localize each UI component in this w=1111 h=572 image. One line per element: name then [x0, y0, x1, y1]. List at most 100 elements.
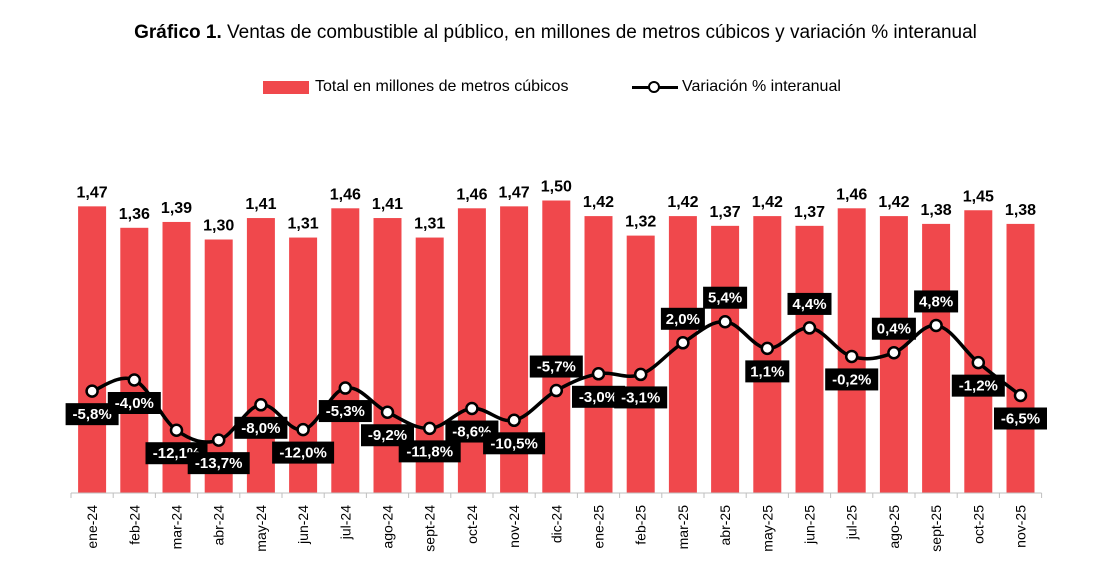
- legend-bar-swatch: [263, 80, 309, 94]
- line-value-label-text: -5,8%: [73, 406, 112, 423]
- line-value-label: 2,0%: [660, 307, 705, 330]
- line-value-label-text: 5,4%: [708, 290, 742, 307]
- line-value-label: -3,1%: [614, 386, 668, 409]
- line-value-label-text: -0,2%: [832, 371, 871, 388]
- x-tick-label: abr-25: [717, 505, 733, 546]
- bar-value-label: 1,37: [710, 204, 741, 221]
- line-value-label: -10,5%: [483, 432, 546, 455]
- line-point-nov-25: [1013, 388, 1028, 403]
- bar-value-label: 1,31: [288, 216, 319, 233]
- line-point-jul-25: [844, 349, 859, 364]
- x-tick-label: may-25: [759, 505, 775, 552]
- bar-nov-25: [1006, 223, 1035, 493]
- line-point-ene-25: [591, 367, 606, 381]
- x-tick-label: oct-24: [464, 505, 480, 544]
- bar-value-label: 1,42: [752, 194, 783, 211]
- chart-title: Gráfico 1. Ventas de combustible al públ…: [0, 22, 1111, 44]
- bars-layer: [78, 200, 1035, 494]
- bar-value-label: 1,46: [330, 186, 361, 203]
- bar-value-label: 1,42: [583, 194, 614, 211]
- line-value-label: -5,7%: [529, 355, 583, 378]
- line-value-label: -5,3%: [318, 400, 372, 423]
- line-value-label-box: [994, 407, 1047, 430]
- line-value-label: -3,0%: [572, 385, 625, 408]
- x-axis: ene-24 feb-24 mar-24 abr-24 may-24 jun-24 jul-…: [70, 492, 1043, 552]
- line-point-feb-24: [127, 373, 142, 387]
- line-value-label-box: [660, 307, 705, 330]
- line-value-label-box: [187, 452, 250, 475]
- line-point-dic-24: [549, 383, 564, 398]
- x-tick-label: ago-25: [886, 505, 902, 549]
- line-point-may-24: [254, 398, 268, 412]
- line-value-label-box: [787, 292, 832, 315]
- x-tick-label: may-24: [253, 505, 269, 552]
- bar-feb-24: [120, 227, 149, 494]
- chart-title-prefix: Gráfico 1.: [134, 22, 222, 43]
- line-value-label-box: [398, 440, 461, 463]
- bar-may-24: [246, 218, 275, 494]
- line-value-label-box: [614, 386, 668, 409]
- chart-legend: Total en millones de metros cúbicos Vari…: [0, 78, 1111, 100]
- line-value-label: -6,5%: [994, 407, 1047, 430]
- x-tick-label: jul-25: [844, 505, 860, 540]
- line-value-label-text: -12,0%: [279, 445, 327, 462]
- line-value-label-text: -6,5%: [1001, 411, 1040, 428]
- bar-mar-25: [668, 216, 697, 493]
- x-tick-label: feb-24: [126, 505, 142, 545]
- line-value-label-box: [234, 416, 288, 439]
- line-point-ago-25: [887, 345, 901, 360]
- line-value-label-text: 4,4%: [792, 296, 826, 313]
- bar-value-label: 1,47: [77, 184, 108, 201]
- bar-abr-24: [204, 239, 233, 493]
- bar-value-label: 1,30: [203, 218, 234, 235]
- line-value-label-box: [825, 368, 879, 391]
- bar-value-label: 1,37: [794, 204, 825, 221]
- legend-item-bars: Total en millones de metros cúbicos: [263, 78, 568, 96]
- line-value-label-text: -10,5%: [490, 435, 538, 452]
- line-value-label-box: [107, 392, 161, 414]
- line-point-ago-24: [380, 405, 395, 419]
- line-value-label-text: 1,1%: [750, 363, 784, 380]
- bar-value-label: 1,42: [667, 194, 698, 211]
- bar-jun-25: [795, 225, 824, 493]
- bar-labels-layer: 1,47 1,36 1,39 1,30 1,41 1,31 1,46 1,41 1,31 1,46…: [77, 179, 1037, 235]
- point-labels-layer: -5,8%-4,0%-12,1%-13,7%-8,0%-12,0%-5,3%-9…: [65, 286, 1047, 475]
- bar-value-label: 1,39: [161, 200, 192, 217]
- line-point-mar-25: [676, 336, 690, 350]
- line-value-label-text: 4,8%: [919, 293, 953, 310]
- bar-ago-24: [373, 218, 402, 494]
- line-value-label-text: -3,0%: [579, 389, 618, 406]
- line-value-label: 4,4%: [787, 292, 832, 315]
- bar-oct-24: [457, 208, 486, 494]
- bar-value-label: 1,31: [414, 216, 445, 233]
- bar-value-label: 1,45: [963, 188, 994, 205]
- x-tick-label: mar-25: [675, 505, 691, 550]
- x-tick-label: sept-25: [928, 505, 944, 552]
- bar-ene-24: [78, 206, 107, 493]
- line-value-label-box: [703, 286, 748, 309]
- bar-value-label: 1,38: [921, 202, 952, 219]
- line-value-label: 5,4%: [703, 286, 748, 309]
- line-value-label-box: [951, 374, 1005, 397]
- bar-sept-25: [922, 223, 951, 493]
- line-point-oct-24: [465, 401, 479, 416]
- line-point-abr-25: [718, 314, 732, 329]
- chart-title-text: Ventas de combustible al público, en mil…: [221, 22, 977, 43]
- line-value-label-box: [871, 317, 916, 340]
- bar-value-label: 1,41: [245, 196, 276, 213]
- x-tick-label: feb-25: [633, 505, 649, 545]
- line-value-label: -0,2%: [825, 368, 879, 391]
- line-value-label-text: -4,0%: [115, 395, 154, 412]
- bar-abr-25: [711, 225, 740, 493]
- x-tick-label: nov-25: [1013, 505, 1029, 548]
- bar-ene-25: [584, 216, 613, 493]
- line-point-mar-24: [169, 423, 184, 437]
- line-value-label: 1,1%: [745, 360, 790, 383]
- x-tick-label: jun-25: [802, 505, 818, 545]
- line-point-jun-24: [296, 422, 310, 437]
- line-value-label-text: -11,8%: [406, 443, 453, 460]
- line-value-label-text: 2,0%: [666, 311, 700, 328]
- line-point-feb-25: [633, 367, 648, 382]
- bar-value-label: 1,42: [878, 194, 909, 211]
- x-tick-label: oct-25: [970, 505, 986, 544]
